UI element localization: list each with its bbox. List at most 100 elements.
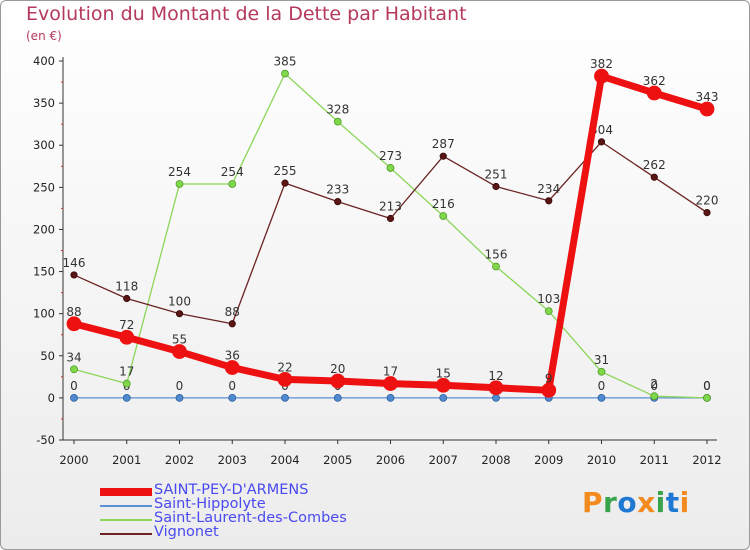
data-point-saint-pey-d-armens <box>172 344 187 359</box>
data-point-saint-hippolyte <box>492 393 500 402</box>
y-tick-label: 400 <box>33 54 55 68</box>
data-label-saint-laurent-des-combes: 103 <box>537 292 560 306</box>
y-tick-label: 250 <box>33 180 55 194</box>
x-tick-label: 2004 <box>270 453 299 467</box>
data-point-vignonet <box>334 198 342 206</box>
x-tick-label: 2010 <box>587 453 616 467</box>
data-label-saint-laurent-des-combes: 31 <box>594 353 609 367</box>
data-point-saint-laurent-des-combes <box>228 180 237 188</box>
data-label-vignonet: 251 <box>485 167 508 181</box>
data-point-saint-pey-d-armens <box>383 376 398 391</box>
data-label-saint-laurent-des-combes: 2 <box>650 377 658 391</box>
logo-letter: o <box>617 486 638 519</box>
logo-letter: i <box>655 486 666 519</box>
data-point-vignonet <box>228 320 236 328</box>
x-tick-label: 2002 <box>165 453 194 467</box>
data-point-saint-hippolyte <box>439 393 448 402</box>
data-point-vignonet <box>439 152 447 160</box>
chart-title: Evolution du Montant de la Dette par Hab… <box>26 3 467 25</box>
data-label-saint-hippolyte: 0 <box>650 379 658 393</box>
data-point-saint-laurent-des-combes <box>650 392 659 401</box>
data-point-saint-laurent-des-combes <box>703 393 711 402</box>
data-label-saint-pey-d-armens: 15 <box>436 366 451 380</box>
x-tick-label: 2005 <box>323 453 352 467</box>
y-tick-label: 50 <box>40 349 55 363</box>
data-point-saint-pey-d-armens <box>541 382 557 398</box>
data-label-saint-laurent-des-combes: 34 <box>66 350 81 364</box>
data-point-saint-laurent-des-combes <box>386 164 395 172</box>
data-point-vignonet <box>597 138 606 146</box>
logo-letter: r <box>603 486 618 519</box>
logo-letter: t <box>665 486 680 519</box>
data-label-saint-pey-d-armens: 12 <box>488 369 503 383</box>
y-tick-label: -50 <box>36 433 55 447</box>
data-point-vignonet <box>492 182 500 191</box>
legend-label: SAINT-PEY-D'ARMENS <box>154 482 309 498</box>
data-label-saint-pey-d-armens: 36 <box>225 349 240 363</box>
data-point-saint-hippolyte <box>386 393 395 402</box>
data-point-saint-hippolyte <box>228 393 237 402</box>
data-label-vignonet: 233 <box>326 183 349 197</box>
legend-label: Saint-Laurent-des-Combes <box>154 510 347 526</box>
data-label-vignonet: 88 <box>225 305 240 319</box>
data-point-saint-pey-d-armens <box>119 329 135 345</box>
data-point-saint-pey-d-armens <box>277 371 293 387</box>
data-label-saint-pey-d-armens: 88 <box>66 305 81 319</box>
data-label-vignonet: 146 <box>63 256 86 270</box>
data-label-vignonet: 262 <box>643 158 666 172</box>
data-point-saint-pey-d-armens <box>330 373 346 389</box>
y-tick-label: 350 <box>33 96 55 110</box>
data-point-vignonet <box>281 179 289 187</box>
x-tick-label: 2008 <box>481 453 510 467</box>
data-point-saint-laurent-des-combes <box>544 307 553 316</box>
legend-swatch <box>100 488 152 496</box>
data-label-saint-laurent-des-combes: 156 <box>485 248 508 262</box>
y-tick-label: 0 <box>48 391 55 405</box>
data-label-saint-laurent-des-combes: 17 <box>119 365 134 379</box>
legend-swatch <box>100 533 152 535</box>
data-label-vignonet: 100 <box>168 295 191 309</box>
data-label-vignonet: 213 <box>379 199 402 213</box>
data-point-saint-pey-d-armens <box>224 360 240 375</box>
data-point-saint-pey-d-armens <box>66 316 82 332</box>
data-label-saint-pey-d-armens: 9 <box>545 371 553 385</box>
data-label-saint-pey-d-armens: 72 <box>119 318 134 332</box>
chart-subtitle: (en €) <box>26 29 62 43</box>
legend-swatch <box>100 519 152 521</box>
data-point-saint-pey-d-armens <box>646 85 662 101</box>
data-point-saint-hippolyte <box>122 393 131 402</box>
data-point-saint-laurent-des-combes <box>175 180 184 188</box>
data-label-saint-pey-d-armens: 382 <box>590 57 613 71</box>
data-point-saint-pey-d-armens <box>594 68 609 84</box>
logo-letter: P <box>582 486 604 519</box>
x-tick-label: 2006 <box>376 453 405 467</box>
data-label-saint-hippolyte: 0 <box>70 379 78 393</box>
x-tick-label: 2011 <box>640 453 669 467</box>
data-point-saint-pey-d-armens <box>699 101 715 117</box>
data-label-saint-hippolyte: 0 <box>703 379 711 393</box>
data-label-saint-laurent-des-combes: 328 <box>326 103 349 117</box>
data-point-saint-hippolyte <box>70 393 78 402</box>
x-tick-label: 2003 <box>218 453 247 467</box>
legend-swatch <box>100 505 152 507</box>
data-point-vignonet <box>703 209 711 217</box>
data-label-saint-pey-d-armens: 17 <box>383 365 398 379</box>
data-label-saint-laurent-des-combes: 254 <box>221 165 244 179</box>
data-label-saint-hippolyte: 0 <box>598 379 606 393</box>
x-tick-label: 2001 <box>112 453 141 467</box>
data-label-vignonet: 255 <box>274 164 297 178</box>
data-point-saint-laurent-des-combes <box>333 117 342 126</box>
data-point-vignonet <box>175 310 184 318</box>
y-tick-label: 200 <box>33 222 55 236</box>
data-point-saint-hippolyte <box>597 393 606 402</box>
data-point-saint-laurent-des-combes <box>439 212 448 220</box>
y-tick-label: 150 <box>33 265 55 279</box>
data-point-saint-hippolyte <box>175 393 184 402</box>
data-point-saint-hippolyte <box>333 393 342 402</box>
legend-label: Saint-Hippolyte <box>154 496 266 512</box>
data-point-vignonet <box>386 214 395 223</box>
data-label-saint-laurent-des-combes: 385 <box>274 55 297 69</box>
data-label-vignonet: 287 <box>432 137 455 151</box>
data-label-vignonet: 118 <box>115 280 138 294</box>
